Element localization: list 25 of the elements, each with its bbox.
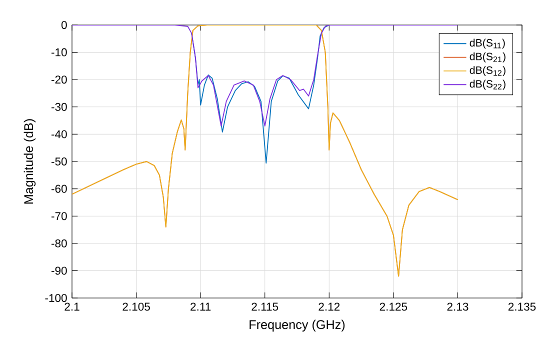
y-tick-label: -60 <box>51 184 67 193</box>
x-tick-label: 2.125 <box>380 302 408 311</box>
x-tick-label: 2.11 <box>190 302 211 311</box>
y-tick-label: 0 <box>61 21 67 29</box>
x-tick-label: 2.115 <box>252 302 278 311</box>
y-tick-label: -100 <box>45 294 67 302</box>
x-tick-label: 2.105 <box>122 302 150 311</box>
y-axis-title: Magnitude (dB) <box>24 119 36 204</box>
x-tick-label: 2.12 <box>318 302 340 311</box>
y-tick-label: -10 <box>51 48 67 56</box>
x-tick-label: 2.1 <box>64 302 80 311</box>
x-axis-title: Frequency (GHz) <box>250 320 345 332</box>
y-tick-label: -90 <box>51 266 67 275</box>
legend-label: dB(S$_{21}$) <box>470 52 506 62</box>
y-tick-label: -40 <box>51 130 67 138</box>
y-tick-label: -50 <box>51 158 67 166</box>
x-tick-label: 2.13 <box>447 302 468 311</box>
y-tick-label: -80 <box>51 239 67 248</box>
legend-label: dB(S$_{22}$) <box>470 80 506 90</box>
legend-label: dB(S$_{11}$) <box>470 38 505 49</box>
legend-label: dB(S$_{12}$) <box>470 66 506 76</box>
y-tick-label: -20 <box>51 76 67 84</box>
y-tick-label: -30 <box>51 102 67 111</box>
x-tick-label: 2.135 <box>508 302 536 311</box>
y-tick-label: -70 <box>51 212 67 220</box>
